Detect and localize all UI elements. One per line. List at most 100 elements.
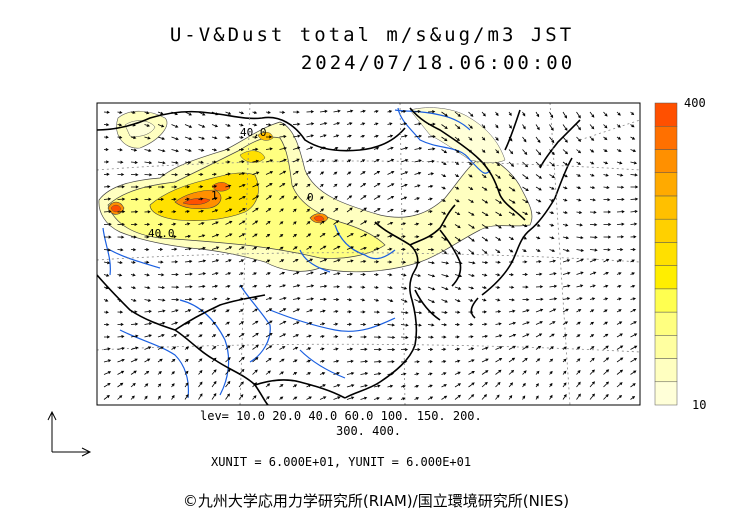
wind-arrow (130, 148, 138, 152)
wind-arrow (562, 334, 568, 338)
wind-arrow (576, 149, 582, 154)
wind-arrow (171, 210, 177, 214)
wind-arrow (414, 222, 420, 226)
wind-arrow (508, 285, 515, 289)
wind-arrow (481, 161, 486, 166)
wind-arrow (279, 110, 286, 114)
wind-arrow (373, 221, 381, 225)
wind-arrow (400, 348, 409, 352)
wind-arrow (535, 370, 540, 375)
wind-arrow (144, 358, 151, 363)
wind-arrow (238, 220, 246, 225)
wind-arrow (576, 111, 581, 119)
wind-arrow (130, 160, 138, 164)
wind-arrow (346, 246, 354, 250)
wind-arrow (454, 286, 462, 290)
wind-arrow (414, 299, 422, 303)
wind-arrow (549, 272, 557, 276)
wind-arrow (630, 321, 637, 325)
wind-arrow (616, 235, 625, 239)
wind-arrow (549, 259, 557, 263)
wind-arrow (306, 396, 312, 400)
wind-arrow (238, 148, 245, 152)
wind-arrow (400, 146, 409, 150)
wind-arrow (238, 246, 245, 250)
wind-arrow (562, 358, 567, 363)
wind-arrow (157, 173, 166, 177)
wind-arrow (603, 149, 608, 152)
wind-arrow (427, 347, 434, 351)
wind-arrow (103, 235, 112, 239)
wind-arrow (319, 271, 328, 275)
wind-arrow (198, 136, 205, 140)
legend-swatch (654, 335, 678, 359)
wind-arrow (441, 198, 446, 202)
wind-arrow (279, 146, 287, 150)
wind-arrow (414, 146, 423, 151)
wind-arrow (319, 372, 326, 375)
wind-arrow (427, 197, 433, 201)
wind-arrow (144, 334, 153, 338)
wind-arrow (589, 271, 597, 275)
wind-arrow (198, 221, 205, 225)
wind-arrow (184, 285, 193, 289)
wind-arrow (630, 383, 636, 388)
wind-arrow (252, 320, 259, 325)
wind-arrow (549, 174, 555, 178)
wind-arrow (360, 372, 369, 376)
wind-arrow (441, 236, 447, 241)
wind-arrow (319, 322, 326, 326)
wind-arrow (508, 199, 516, 204)
wind-arrow (144, 273, 150, 277)
wind-arrow (630, 173, 638, 177)
wind-arrow (157, 395, 161, 400)
wind-arrow (549, 333, 555, 338)
wind-arrow (198, 334, 203, 338)
legend-swatch (654, 358, 678, 383)
wind-arrow (103, 222, 112, 226)
wind-arrow (171, 197, 177, 201)
wind-arrow (454, 383, 462, 388)
wind-arrow (225, 111, 232, 115)
wind-arrow (387, 323, 396, 327)
wind-arrow (373, 310, 380, 314)
wind-arrow (589, 235, 598, 239)
wind-arrow (562, 136, 568, 143)
wind-arrow (616, 309, 622, 313)
wind-arrow (441, 249, 448, 255)
wind-arrow (144, 210, 151, 214)
wind-arrow (427, 110, 436, 114)
wind-arrow (225, 272, 232, 276)
wind-arrow (360, 220, 368, 225)
wind-arrow (387, 221, 394, 225)
wind-arrow (238, 394, 244, 400)
wind-arrow (360, 359, 369, 363)
wind-arrow (576, 346, 581, 350)
wind-arrow (562, 394, 567, 400)
wind-arrow (130, 210, 139, 214)
wind-arrow (481, 394, 487, 400)
wind-arrow (211, 369, 217, 375)
wind-arrow (630, 185, 639, 189)
wind-arrow (441, 261, 450, 265)
legend-swatch (654, 172, 678, 197)
wind-arrow (468, 161, 473, 165)
wind-arrow (468, 224, 475, 229)
wind-arrow (319, 245, 327, 250)
wind-arrow (603, 345, 609, 350)
wind-arrow (616, 333, 623, 338)
vector-units: XUNIT = 6.000E+01, YUNIT = 6.000E+01 (211, 455, 472, 469)
wind-arrow (522, 285, 529, 289)
wind-arrow (211, 233, 220, 238)
wind-arrow (508, 236, 514, 240)
wind-arrow (279, 135, 287, 139)
wind-arrow (576, 381, 581, 388)
wind-arrow (184, 197, 190, 201)
wind-arrow (103, 371, 112, 375)
wind-arrow (387, 247, 393, 251)
wind-arrow (319, 159, 325, 163)
wind-arrow (333, 122, 341, 126)
wind-arrow (238, 135, 244, 139)
wind-arrow (495, 273, 501, 277)
wind-arrow (103, 172, 110, 176)
